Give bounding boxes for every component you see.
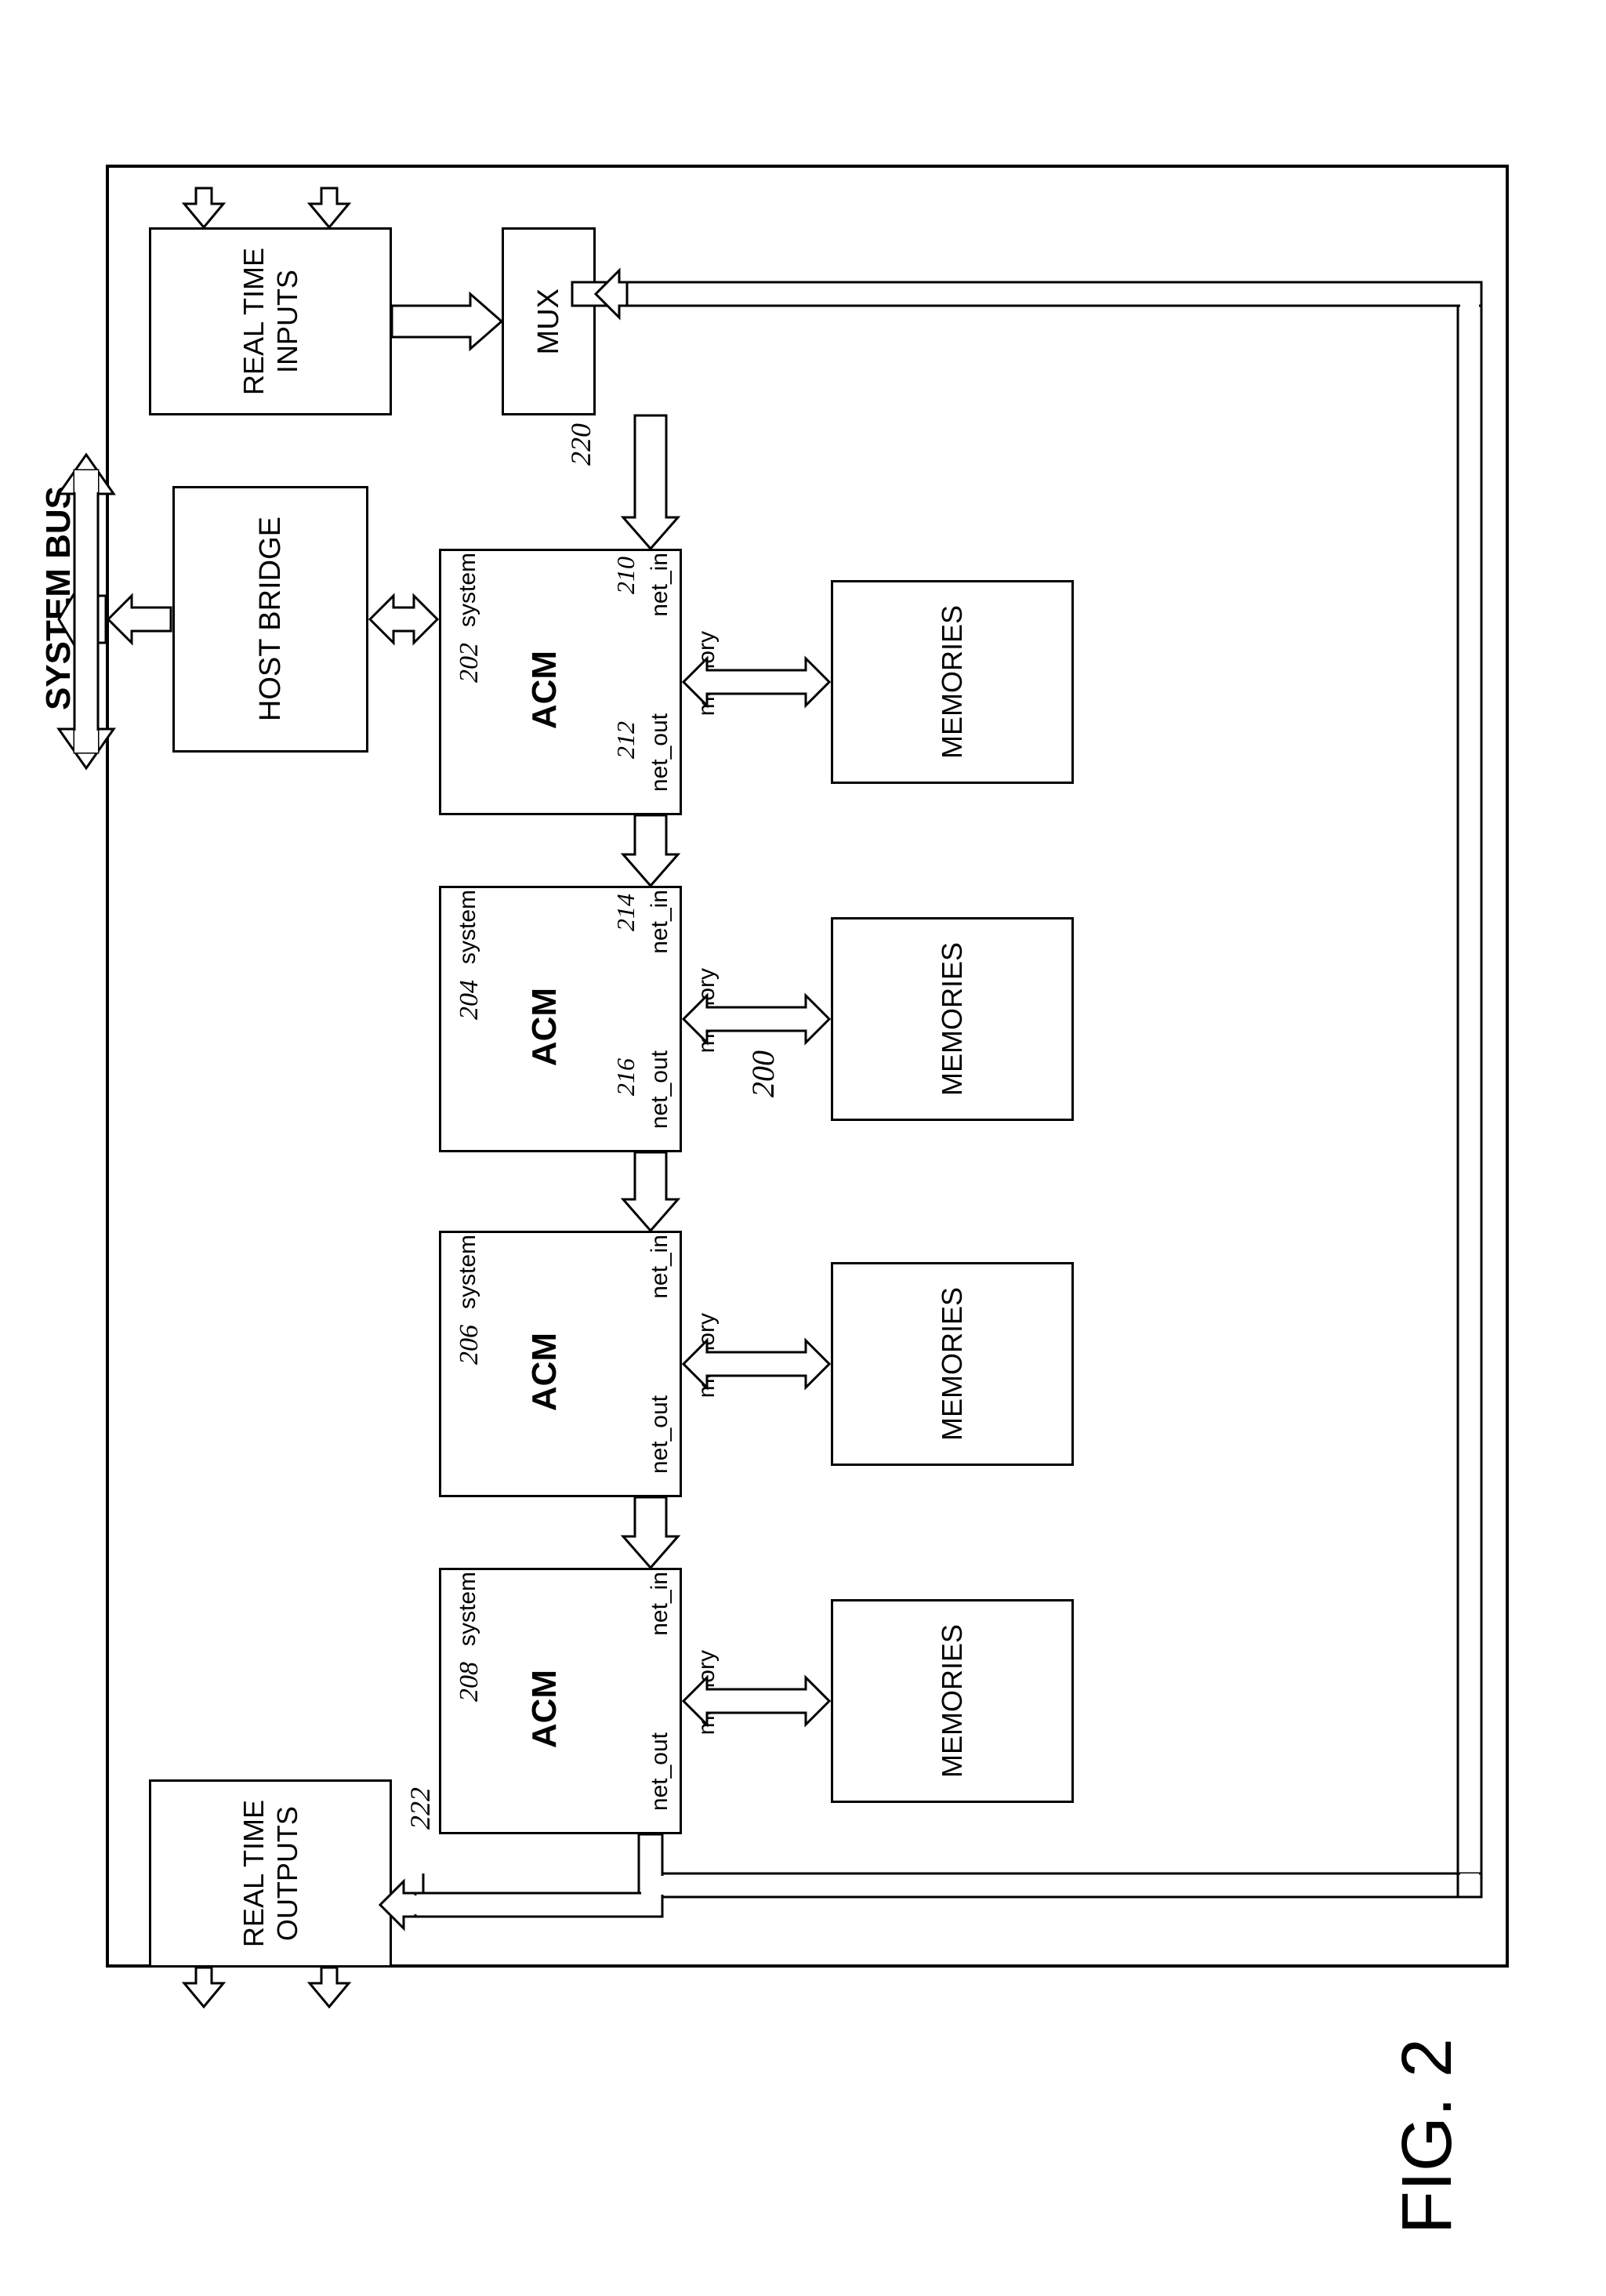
acm4-memory: memory (694, 1650, 720, 1735)
acm1-netout-ref: 212 (611, 721, 640, 759)
memories-box-1: MEMORIES (831, 580, 1074, 784)
acm1-ref: 202 (455, 643, 484, 683)
memories-box-3: MEMORIES (831, 1262, 1074, 1466)
real-time-outputs-text: REAL TIME OUTPUTS (237, 1800, 304, 1947)
memories-text-1: MEMORIES (936, 605, 969, 759)
acm2-netout: net_out (647, 1050, 673, 1129)
diagram-canvas: SYSTEM BUS REAL TIME INPUTS REAL TIME OU… (31, 31, 1574, 2264)
host-bridge-text: HOST BRIDGE (254, 517, 288, 721)
memories-text-3: MEMORIES (936, 1287, 969, 1441)
acm2-ref: 204 (455, 980, 484, 1020)
acm1-title: ACM (525, 651, 564, 729)
acm4-title: ACM (525, 1670, 564, 1748)
acm1-memory: memory (694, 631, 720, 716)
acm3-netin: net_in (647, 1235, 673, 1299)
acm2-netout-ref: 216 (611, 1058, 640, 1096)
rto-ref: 222 (404, 1787, 437, 1830)
acm2-netin-ref: 214 (611, 894, 640, 931)
acm1-netin: net_in (647, 553, 673, 617)
acm2-memory: memory (694, 968, 720, 1053)
acm1-netout: net_out (647, 713, 673, 792)
outer-box (106, 165, 1509, 1968)
acm3-title: ACM (525, 1333, 564, 1411)
system-bus-label: SYSTEM BUS (39, 486, 78, 710)
memories-text-4: MEMORIES (936, 1624, 969, 1778)
acm4-netin: net_in (647, 1572, 673, 1636)
acm4-netout: net_out (647, 1732, 673, 1811)
mux-ref: 220 (564, 423, 597, 466)
acm2-netin: net_in (647, 890, 673, 954)
acm3-memory: memory (694, 1313, 720, 1398)
memories-text-2: MEMORIES (936, 942, 969, 1096)
real-time-inputs-box: REAL TIME INPUTS (149, 227, 392, 415)
real-time-outputs-box: REAL TIME OUTPUTS (149, 1779, 392, 1968)
real-time-inputs-text: REAL TIME INPUTS (237, 248, 304, 395)
acm4-system: system (455, 1572, 481, 1646)
memories-box-2: MEMORIES (831, 917, 1074, 1121)
figure-ref: 200 (745, 1050, 781, 1097)
host-bridge-box: HOST BRIDGE (172, 486, 368, 753)
figure-label: FIG. 2 (1387, 2038, 1468, 2234)
acm3-system: system (455, 1235, 481, 1309)
acm1-netin-ref: 210 (611, 557, 640, 594)
acm4-ref: 208 (455, 1662, 484, 1702)
acm2-title: ACM (525, 988, 564, 1066)
mux-text: MUX (532, 288, 566, 354)
acm3-ref: 206 (455, 1325, 484, 1365)
acm2-system: system (455, 890, 481, 964)
mux-box: MUX (502, 227, 596, 415)
acm3-netout: net_out (647, 1395, 673, 1474)
memories-box-4: MEMORIES (831, 1599, 1074, 1803)
acm1-system: system (455, 553, 481, 627)
